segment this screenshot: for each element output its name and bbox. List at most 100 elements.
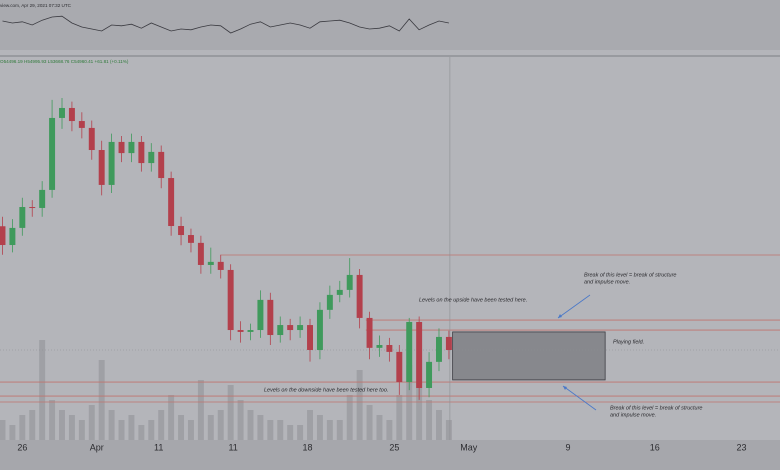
- volume-bar: [257, 415, 264, 440]
- x-tick-label: 11: [228, 442, 237, 452]
- volume-bar: [118, 420, 125, 440]
- playing-field: [452, 331, 606, 381]
- x-tick-label: 26: [17, 442, 27, 452]
- annotation: Break of this level = break of structure: [584, 272, 676, 278]
- candle-body: [257, 299, 264, 331]
- x-tick-label: Apr: [90, 442, 104, 452]
- candle-body: [287, 325, 294, 331]
- arrow-head: [558, 314, 562, 318]
- oscillator-line: [2, 15, 449, 34]
- candle-body: [178, 226, 185, 236]
- volume-bar: [108, 410, 115, 440]
- candle-body: [49, 117, 56, 190]
- volume-bar: [277, 420, 284, 440]
- candle-body: [247, 330, 254, 332]
- x-tick-label: 25: [389, 442, 399, 452]
- volume-bar: [207, 415, 214, 440]
- candle-body: [39, 189, 46, 208]
- candle-body: [168, 178, 175, 227]
- volume-bar: [297, 425, 304, 440]
- candle-body: [356, 274, 363, 318]
- candle-body: [426, 361, 433, 388]
- volume-bar: [336, 420, 343, 440]
- x-tick-label: 18: [303, 442, 313, 452]
- candle-body: [416, 321, 423, 388]
- candle-body: [267, 299, 274, 336]
- volume-bar: [0, 420, 6, 440]
- candle-body: [237, 330, 244, 332]
- volume-bar: [307, 410, 313, 440]
- time-axis: [0, 440, 780, 470]
- x-tick-label: May: [460, 442, 478, 452]
- candle-body: [336, 289, 343, 295]
- volume-bar: [366, 405, 373, 440]
- volume-bar: [436, 410, 442, 440]
- volume-bar: [445, 420, 452, 440]
- candle-body: [217, 261, 224, 270]
- candle-body: [187, 235, 194, 243]
- candle-body: [207, 261, 214, 265]
- arrow: [562, 385, 597, 411]
- annotation: Playing field.: [613, 339, 644, 345]
- candle-body: [386, 345, 393, 352]
- annotation: Levels on the upside have been tested he…: [419, 297, 527, 303]
- volume-bar: [356, 370, 363, 440]
- volume-bar: [68, 415, 75, 440]
- annotation: and impulse move.: [584, 279, 630, 285]
- candle-body: [9, 227, 16, 246]
- volume-bar: [29, 410, 36, 440]
- candle-body: [118, 141, 125, 154]
- volume-bar: [396, 395, 403, 440]
- volume-bar: [247, 410, 254, 440]
- volume-bar: [287, 425, 294, 440]
- volume-bar: [267, 420, 274, 440]
- candle-body: [316, 309, 323, 350]
- volume-bar: [416, 360, 423, 440]
- volume-bar: [426, 400, 433, 440]
- x-tick-label: 11: [154, 442, 163, 452]
- candle-body: [158, 151, 165, 179]
- x-tick-label: 16: [650, 442, 660, 452]
- volume-bar: [346, 395, 353, 440]
- candle-body: [227, 269, 234, 331]
- volume-bar: [316, 415, 323, 440]
- candle-body: [307, 325, 313, 350]
- volume-bar: [138, 425, 145, 440]
- volume-bar: [187, 420, 194, 440]
- candle-body: [98, 150, 105, 185]
- candle-body: [197, 242, 204, 265]
- annotation: and impulse move.: [610, 412, 656, 418]
- volume-bar: [98, 360, 105, 440]
- candle-body: [346, 274, 353, 290]
- candle-body: [376, 345, 383, 348]
- source-label: view.com, Apr 29, 2021 07:32 UTC: [0, 3, 72, 8]
- arrow: [557, 294, 591, 319]
- candle-body: [326, 294, 333, 310]
- volume-bar: [19, 415, 26, 440]
- volume-bar: [148, 420, 155, 440]
- x-tick-label: 23: [737, 442, 747, 452]
- candle-body: [29, 207, 36, 209]
- volume-bar: [9, 425, 16, 440]
- candle-body: [68, 107, 75, 122]
- annotation: Break of this level = break of structure: [610, 405, 702, 411]
- candle-body: [108, 141, 115, 185]
- volume-bar: [326, 420, 333, 440]
- volume-bar: [227, 385, 234, 440]
- volume-bar: [386, 420, 393, 440]
- volume-bar: [78, 420, 85, 440]
- volume-bar: [88, 405, 95, 440]
- candle-body: [88, 127, 95, 151]
- x-tick-label: 9: [565, 442, 570, 452]
- volume-bar: [237, 400, 244, 440]
- ohlc-label: O54496.19 H54995.93 L53668.76 C54960.41 …: [0, 59, 129, 64]
- volume-bar: [158, 410, 165, 440]
- volume-bar: [406, 365, 413, 440]
- candle-body: [19, 207, 26, 228]
- volume-bar: [49, 400, 56, 440]
- candle-body: [277, 325, 284, 336]
- arrow-head: [563, 386, 567, 390]
- annotation: Levels on the downside have been tested …: [264, 387, 388, 393]
- candle-body: [445, 336, 452, 350]
